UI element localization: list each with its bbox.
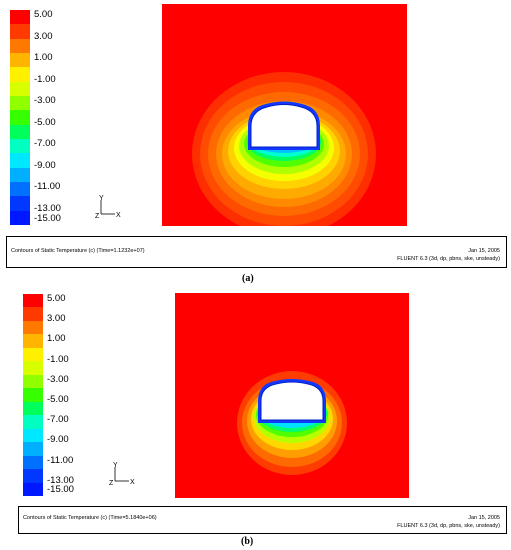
color-legend: 5.00 3.00 1.00 -1.00 -3.00 -5.00 -7.00 -9.00 -11…: [10, 9, 70, 226]
legend-label: 5.00: [34, 9, 53, 20]
axis-y-label: Y: [113, 462, 118, 469]
legend-swatch: [10, 10, 30, 25]
caption-box-b: Contours of Static Temperature (c) (Time…: [18, 506, 507, 534]
contour-plot-a: [162, 4, 407, 226]
axis-z-label: Z: [95, 213, 100, 220]
legend-label: -7.00: [34, 138, 56, 149]
legend-swatch: [23, 428, 43, 443]
legend-label: -15.00: [47, 484, 74, 495]
legend-swatch: [10, 81, 30, 97]
caption-title: Contours of Static Temperature (c) (Time…: [11, 248, 145, 254]
caption-solver: FLUENT 6.3 (3d, dp, pbns, ske, unsteady): [397, 256, 500, 262]
legend-label: -13.00: [47, 474, 74, 486]
legend-label: 1.00: [47, 333, 66, 345]
legend-swatch: [23, 388, 43, 403]
legend-swatch: [23, 469, 43, 484]
contour-plot-b: [175, 293, 409, 498]
legend-label: -5.00: [34, 116, 56, 128]
legend-swatch: [23, 334, 43, 349]
legend-swatch: [10, 38, 30, 54]
legend-swatch: [10, 182, 30, 197]
legend-label: -7.00: [47, 414, 69, 426]
legend-swatch: [23, 401, 43, 416]
legend-swatch: [10, 96, 30, 111]
axis-x-label: X: [116, 212, 121, 219]
legend-swatch: [23, 361, 43, 376]
panel-b: 5.00 3.00 1.00 -1.00 -3.00 -5.00 -7.00 -9.00 -11…: [0, 288, 511, 550]
legend-swatch: [23, 482, 43, 497]
caption-title: Contours of Static Temperature (c) (Time…: [23, 515, 157, 521]
legend-label: 5.00: [47, 293, 66, 304]
legend-swatch: [23, 294, 43, 308]
legend-label: 3.00: [47, 313, 66, 325]
legend-label: 1.00: [34, 52, 53, 63]
legend-label: -1.00: [47, 353, 69, 365]
legend-swatch: [10, 110, 30, 126]
legend-label: -1.00: [34, 73, 56, 85]
axis-triad: Y Z X: [109, 462, 139, 493]
subfigure-label: (a): [242, 273, 254, 284]
panel-a: 5.00 3.00 1.00 -1.00 -3.00 -5.00 -7.00 -9.00 -11…: [6, 4, 507, 284]
legend-swatch: [10, 210, 30, 226]
caption-date: Jan 15, 2005: [468, 515, 500, 521]
legend-swatch: [23, 442, 43, 457]
legend-swatch: [23, 320, 43, 335]
legend-swatch: [10, 139, 30, 154]
legend-label: -3.00: [34, 95, 56, 106]
legend-label: -5.00: [47, 394, 69, 405]
legend-swatch: [10, 153, 30, 169]
legend-swatch: [10, 167, 30, 183]
legend-swatch: [23, 455, 43, 470]
caption-date: Jan 15, 2005: [468, 248, 500, 254]
legend-label: -9.00: [47, 434, 69, 446]
axis-y-label: Y: [99, 195, 104, 202]
legend-swatch: [10, 24, 30, 40]
legend-swatch: [10, 53, 30, 68]
axis-x-label: X: [130, 479, 135, 486]
legend-swatch: [23, 415, 43, 430]
legend-label: -3.00: [47, 373, 69, 385]
axis-z-label: Z: [109, 480, 114, 487]
legend-swatch: [23, 307, 43, 322]
legend-swatch: [10, 196, 30, 212]
legend-swatch: [10, 67, 30, 83]
legend-label: -13.00: [34, 202, 61, 214]
color-legend: 5.00 3.00 1.00 -1.00 -3.00 -5.00 -7.00 -9.00 -11…: [23, 293, 83, 497]
legend-label: -15.00: [34, 213, 61, 224]
caption-box-a: Contours of Static Temperature (c) (Time…: [6, 236, 507, 268]
legend-swatch: [23, 374, 43, 389]
axis-triad: Y Z X: [95, 195, 125, 226]
legend-label: 3.00: [34, 30, 53, 42]
legend-swatch: [23, 347, 43, 362]
legend-label: -11.00: [34, 181, 61, 192]
legend-label: -11.00: [47, 454, 74, 466]
subfigure-label: (b): [241, 536, 254, 547]
legend-label: -9.00: [34, 159, 56, 171]
legend-swatch: [10, 124, 30, 140]
caption-solver: FLUENT 6.3 (3d, dp, pbns, ske, unsteady): [397, 523, 500, 529]
